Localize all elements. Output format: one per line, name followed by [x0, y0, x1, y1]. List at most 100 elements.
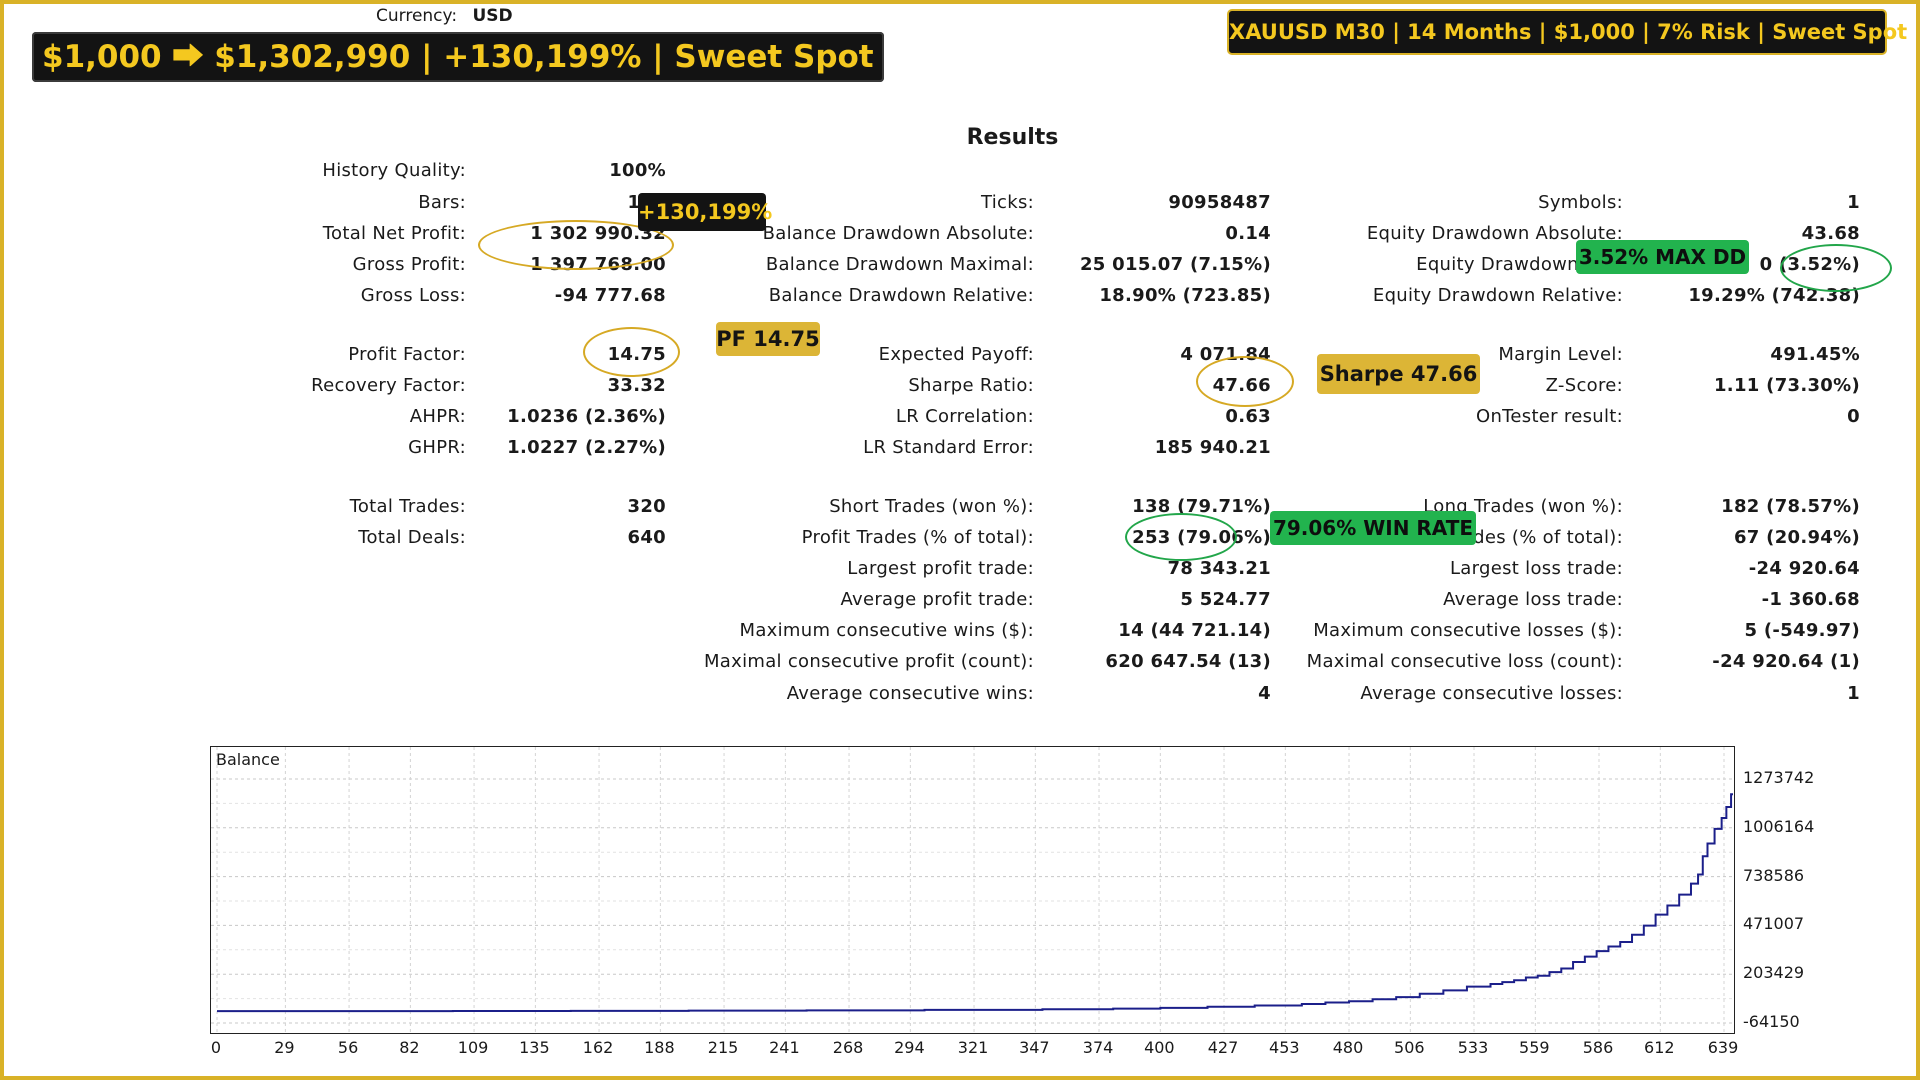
stat-label-total-trades: Total Trades: [349, 496, 466, 517]
stat-value-balance-dd-abs: 0.14 [1225, 223, 1271, 244]
x-tick-label: 453 [1269, 1038, 1300, 1057]
balance-line [217, 793, 1733, 1013]
stat-value-ticks: 90958487 [1168, 192, 1271, 213]
stat-label-max-consec-wins: Maximum consecutive wins ($): [739, 620, 1034, 641]
stat-label-max-consec-losses: Maximum consecutive losses ($): [1313, 620, 1623, 641]
stat-value-total-trades: 320 [627, 496, 666, 517]
x-tick-label: 0 [210, 1038, 222, 1057]
stat-value-ahpr: 1.0236 (2.36%) [507, 406, 666, 427]
stat-label-lr-std-error: LR Standard Error: [863, 437, 1034, 458]
stat-label-ticks: Ticks: [980, 192, 1034, 213]
x-tick-label: 480 [1332, 1038, 1364, 1057]
stat-value-max-consec-losses: 5 (-549.97) [1744, 620, 1860, 641]
stat-label-ahpr: AHPR: [409, 406, 466, 427]
x-tick-label: 135 [519, 1038, 550, 1057]
stat-value-total-deals: 640 [627, 527, 666, 548]
stat-label-recovery-factor: Recovery Factor: [311, 375, 466, 396]
stat-value-sharpe-ratio: 47.66 [1212, 375, 1271, 396]
stat-value-symbols: 1 [1847, 192, 1860, 213]
stat-value-balance-dd-rel: 18.90% (723.85) [1099, 285, 1271, 306]
stat-value-equity-dd-max: 0 (3.52%) [1759, 254, 1860, 275]
x-tick-label: 294 [894, 1038, 925, 1057]
stat-label-ontester: OnTester result: [1475, 406, 1623, 427]
stat-value-equity-dd-rel: 19.29% (742.38) [1688, 285, 1860, 306]
currency-line: Currency: USD [376, 6, 513, 26]
x-tick-label: 506 [1394, 1038, 1425, 1057]
stat-value-largest-loss: -24 920.64 [1748, 558, 1860, 579]
stat-label-max-consec-profit: Maximal consecutive profit (count): [703, 651, 1034, 672]
stat-label-ghpr: GHPR: [408, 437, 466, 458]
summary-banner: XAUUSD M30 | 14 Months | $1,000 | 7% Ris… [1227, 9, 1907, 55]
stat-value-equity-dd-abs: 43.68 [1801, 223, 1860, 244]
stat-label-avg-consec-losses: Average consecutive losses: [1360, 683, 1623, 704]
balance-chart [210, 746, 1735, 1034]
stat-value-max-consec-wins: 14 (44 721.14) [1118, 620, 1271, 641]
stat-label-gross-loss: Gross Loss: [360, 285, 466, 306]
stat-label-expected-payoff: Expected Payoff: [878, 344, 1034, 365]
headline-banner: $1,000 ⮕ $1,302,990 | +130,199% | Sweet … [32, 32, 884, 82]
max-dd-badge: 3.52% MAX DD [1576, 240, 1749, 274]
x-tick-label: 639 [1707, 1038, 1739, 1057]
stat-value-balance-dd-max: 25 015.07 (7.15%) [1079, 254, 1271, 275]
stat-label-z-score: Z-Score: [1545, 375, 1623, 396]
stat-label-avg-consec-wins: Average consecutive wins: [786, 683, 1034, 704]
stat-value-largest-profit: 78 343.21 [1167, 558, 1271, 579]
x-tick-label: 559 [1519, 1038, 1550, 1057]
stat-value-ontester: 0 [1847, 406, 1860, 427]
stat-value-ghpr: 1.0227 (2.27%) [507, 437, 666, 458]
stat-label-largest-profit: Largest profit trade: [847, 558, 1034, 579]
stat-value-history-quality: 100% [609, 160, 666, 181]
x-tick-label: 241 [769, 1038, 800, 1057]
net-profit-badge: +130,199% [638, 193, 772, 231]
profit-factor-badge: PF 14.75 [716, 322, 820, 356]
x-tick-label: 268 [832, 1038, 864, 1057]
stat-value-average-profit: 5 524.77 [1180, 589, 1271, 610]
x-tick-label: 188 [644, 1038, 675, 1057]
stat-label-lr-correlation: LR Correlation: [895, 406, 1034, 427]
y-tick-label: 203429 [1743, 963, 1805, 983]
stat-label-average-profit: Average profit trade: [840, 589, 1034, 610]
x-tick-label: 162 [582, 1038, 614, 1057]
stat-label-max-consec-loss: Maximal consecutive loss (count): [1306, 651, 1623, 672]
stat-value-z-score: 1.11 (73.30%) [1713, 375, 1860, 396]
stat-value-lr-std-error: 185 940.21 [1154, 437, 1271, 458]
stat-value-avg-consec-wins: 4 [1258, 683, 1271, 704]
stat-value-recovery-factor: 33.32 [607, 375, 666, 396]
stat-value-margin-level: 491.45% [1770, 344, 1860, 365]
x-tick-label: 321 [957, 1038, 989, 1057]
stat-value-profit-trades: 253 (79.06%) [1132, 527, 1271, 548]
x-tick-label: 29 [274, 1038, 295, 1057]
stat-label-balance-dd-abs: Balance Drawdown Absolute: [762, 223, 1034, 244]
stat-value-loss-trades: 67 (20.94%) [1733, 527, 1860, 548]
x-tick-label: 533 [1457, 1038, 1489, 1057]
stat-label-history-quality: History Quality: [322, 160, 466, 181]
stat-label-total-net-profit: Total Net Profit: [322, 223, 466, 244]
x-tick-label: 215 [707, 1038, 739, 1057]
stat-value-lr-correlation: 0.63 [1225, 406, 1271, 427]
stat-label-largest-loss: Largest loss trade: [1449, 558, 1623, 579]
stat-label-sharpe-ratio: Sharpe Ratio: [908, 375, 1034, 396]
x-tick-label: 586 [1582, 1038, 1614, 1057]
stat-label-short-trades: Short Trades (won %): [829, 496, 1034, 517]
x-tick-label: 347 [1019, 1038, 1050, 1057]
stat-label-average-loss: Average loss trade: [1443, 589, 1623, 610]
stat-value-average-loss: -1 360.68 [1761, 589, 1860, 610]
balance-chart-svg [211, 747, 1733, 1032]
stat-label-gross-profit: Gross Profit: [352, 254, 466, 275]
stat-value-expected-payoff: 4 071.84 [1180, 344, 1271, 365]
stat-label-profit-trades: Profit Trades (% of total): [801, 527, 1034, 548]
x-tick-label: 612 [1644, 1038, 1675, 1057]
y-tick-label: 738586 [1743, 865, 1805, 885]
stat-label-equity-dd-abs: Equity Drawdown Absolute: [1366, 223, 1623, 244]
x-tick-label: 374 [1082, 1038, 1114, 1057]
results-title: Results [966, 125, 1059, 150]
x-tick-label: 400 [1144, 1038, 1175, 1057]
stat-value-gross-loss: -94 777.68 [554, 285, 666, 306]
stat-label-balance-dd-rel: Balance Drawdown Relative: [768, 285, 1034, 306]
stat-label-symbols: Symbols: [1538, 192, 1623, 213]
stat-value-max-consec-profit: 620 647.54 (13) [1105, 651, 1271, 672]
x-tick-label: 427 [1207, 1038, 1239, 1057]
y-tick-label: 1006164 [1743, 816, 1815, 836]
stat-label-profit-factor: Profit Factor: [348, 344, 466, 365]
stat-label-balance-dd-max: Balance Drawdown Maximal: [765, 254, 1034, 275]
